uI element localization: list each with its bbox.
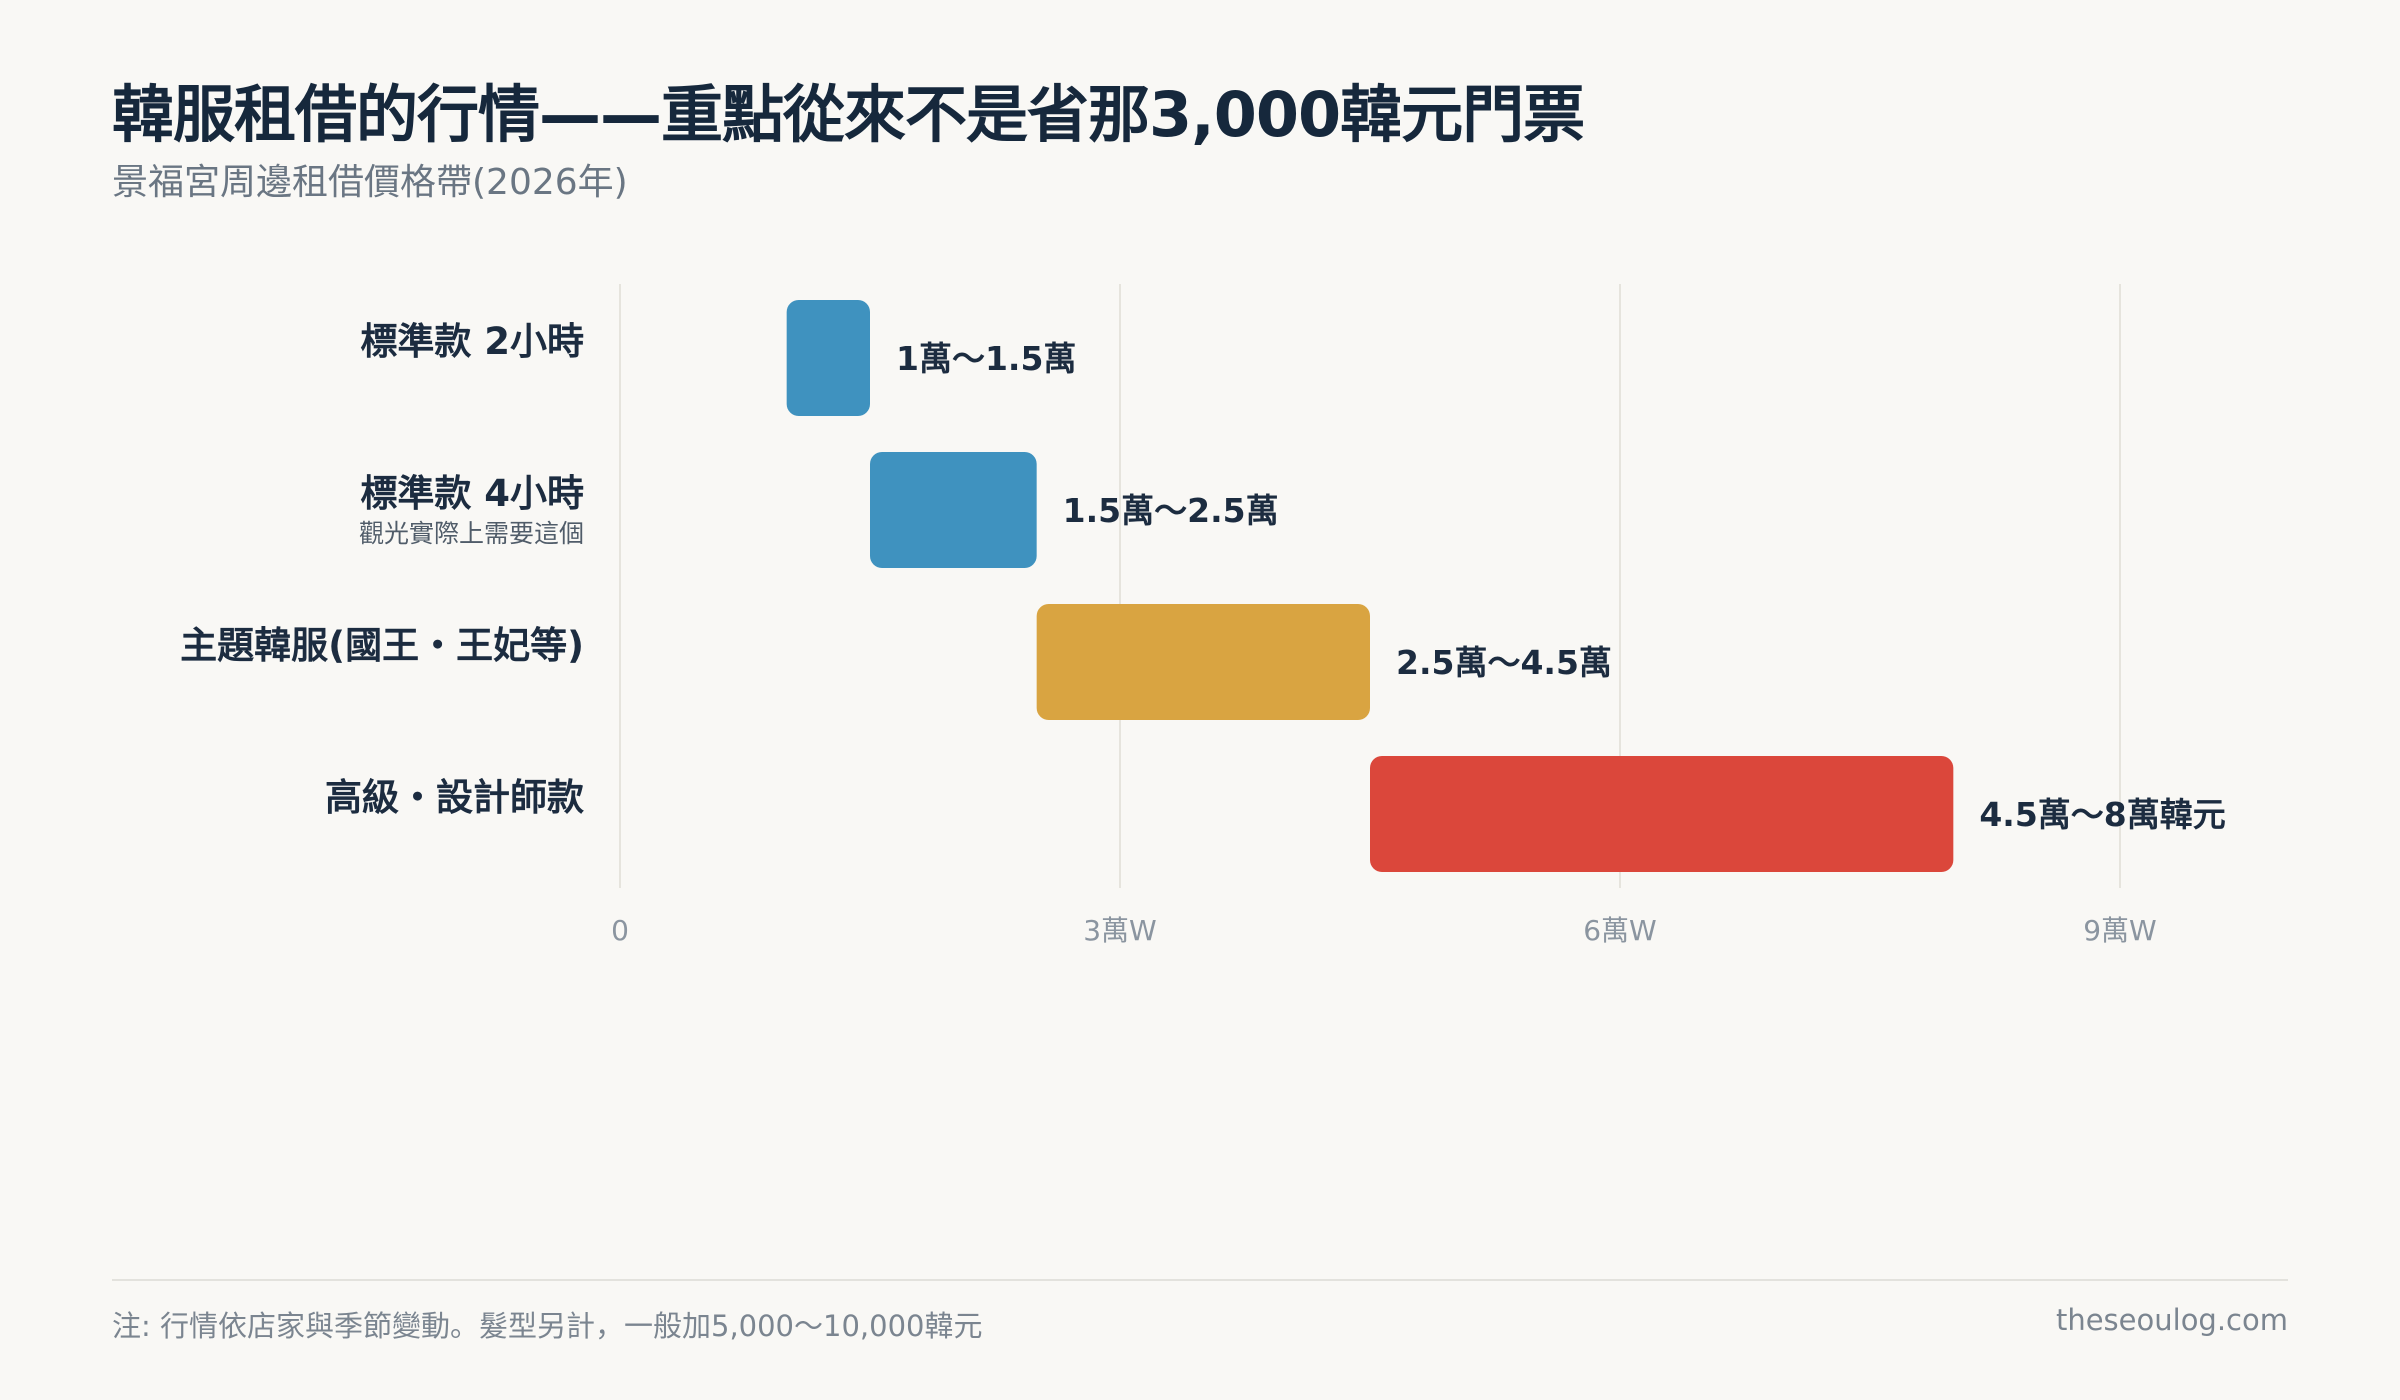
category-label-standard-4h: 標準款 4小時 xyxy=(360,472,584,515)
range-bar-label-0: 1萬〜1.5萬 xyxy=(896,339,1076,378)
category-label-theme: 主題韓服(國王・王妃等) xyxy=(180,624,584,667)
footer-site: theseoulog.com xyxy=(2055,1303,2288,1337)
footer-divider xyxy=(112,1279,2288,1281)
range-bar-2 xyxy=(1036,604,1370,720)
range-bar-1 xyxy=(870,452,1037,568)
range-bar-chart: 0 3萬W 6萬W 9萬W 1萬〜1.5萬 1.5萬〜2.5萬 2.5萬〜4.5萬 4.5萬〜… xyxy=(611,284,2226,947)
range-bar-label-2: 2.5萬〜4.5萬 xyxy=(1396,643,1612,682)
range-bar-label-1: 1.5萬〜2.5萬 xyxy=(1063,491,1279,530)
chart-subtitle: 景福宮周邊租借價格帶(2026年) xyxy=(112,162,628,203)
range-bar-3 xyxy=(1370,756,1954,872)
range-bar-label-3: 4.5萬〜8萬韓元 xyxy=(1979,795,2225,834)
footer-note: 注: 行情依店家與季節變動。髮型另計，一般加5,000〜10,000韓元 xyxy=(112,1309,983,1343)
chart-title: 韓服租借的行情——重點從來不是省那3,000韓元門票 xyxy=(112,78,1585,151)
category-label-standard-2h: 標準款 2小時 xyxy=(360,320,584,363)
category-label-premium: 高級・設計師款 xyxy=(325,776,584,819)
x-tick-label-3: 9萬W xyxy=(2083,914,2157,947)
category-sublabel-standard-4h: 觀光實際上需要這個 xyxy=(358,519,584,548)
x-tick-label-2: 6萬W xyxy=(1583,914,1657,947)
x-tick-label-1: 3萬W xyxy=(1083,914,1157,947)
range-bar-0 xyxy=(786,300,870,416)
x-tick-label-0: 0 xyxy=(611,914,629,947)
